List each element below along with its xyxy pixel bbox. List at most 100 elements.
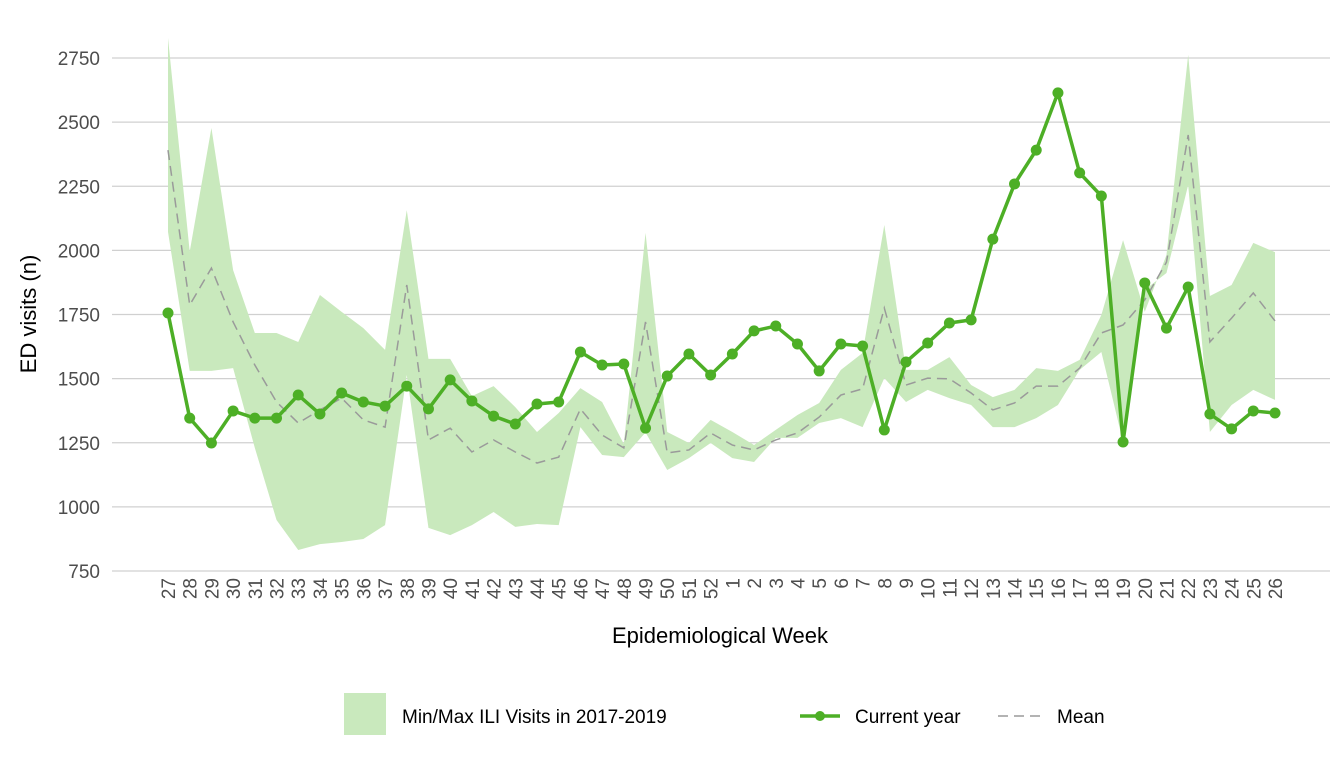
min-max-band (168, 37, 1275, 550)
x-tick-label: 9 (897, 578, 918, 589)
current-year-point (249, 412, 261, 424)
x-tick-label: 1 (723, 578, 744, 589)
x-tick-label: 28 (181, 578, 202, 599)
current-year-series (162, 87, 1281, 449)
y-tick-label: 750 (68, 562, 100, 583)
legend-current-marker (815, 711, 825, 721)
x-tick-label: 13 (984, 578, 1005, 599)
current-year-point (857, 340, 869, 352)
x-tick-label: 39 (419, 578, 440, 599)
current-year-point (878, 424, 890, 436)
y-axis-title: ED visits (n) (16, 255, 41, 374)
current-year-point (271, 412, 283, 424)
x-tick-label: 31 (246, 578, 267, 599)
x-tick-label: 45 (550, 578, 571, 599)
current-year-point (1117, 436, 1129, 448)
current-year-point (422, 403, 434, 415)
legend-band-label: Min/Max ILI Visits in 2017-2019 (402, 707, 667, 728)
x-tick-label: 6 (832, 578, 853, 589)
x-tick-label: 14 (1006, 578, 1027, 600)
current-year-point (705, 369, 717, 381)
x-tick-label: 12 (962, 578, 983, 599)
y-tick-label: 1250 (58, 434, 100, 455)
x-tick-label: 4 (788, 578, 809, 589)
current-year-point (531, 398, 543, 410)
x-tick-label: 43 (506, 578, 527, 599)
x-tick-label: 17 (1071, 578, 1092, 599)
x-tick-label: 48 (615, 578, 636, 599)
x-tick-label: 8 (875, 578, 896, 589)
current-year-point (1269, 407, 1281, 419)
current-year-point (336, 387, 348, 399)
x-tick-label: 44 (528, 578, 549, 600)
current-year-point (900, 356, 912, 368)
current-year-point (553, 396, 565, 408)
current-year-point (205, 437, 217, 449)
x-tick-label: 33 (289, 578, 310, 599)
x-tick-label: 16 (1049, 578, 1070, 599)
x-tick-label: 46 (571, 578, 592, 599)
current-year-point (1247, 405, 1259, 417)
x-tick-label: 40 (441, 578, 462, 599)
current-year-point (357, 396, 369, 408)
min-max-area (168, 37, 1275, 550)
x-tick-label: 5 (810, 578, 831, 589)
current-year-point (1160, 322, 1172, 334)
current-year-point (1226, 423, 1238, 435)
x-tick-label: 29 (202, 578, 223, 599)
current-year-point (466, 395, 478, 407)
x-tick-label: 18 (1092, 578, 1113, 599)
current-year-point (813, 365, 825, 377)
current-year-point (1030, 144, 1042, 156)
x-tick-label: 35 (333, 578, 354, 599)
x-tick-label: 36 (354, 578, 375, 599)
current-year-point (227, 405, 239, 417)
y-tick-label: 2750 (58, 49, 100, 70)
legend-current-label: Current year (855, 707, 961, 728)
current-year-point (401, 380, 413, 392)
x-tick-label: 25 (1244, 578, 1265, 599)
current-year-point (726, 348, 738, 360)
current-year-point (1009, 178, 1021, 190)
current-year-point (922, 337, 934, 349)
current-year-point (683, 348, 695, 360)
x-tick-label: 24 (1223, 578, 1244, 600)
current-year-point (184, 412, 196, 424)
y-tick-label: 2250 (58, 177, 100, 198)
x-tick-label: 22 (1179, 578, 1200, 599)
x-tick-label: 15 (1027, 578, 1048, 599)
current-year-line (166, 91, 1276, 445)
x-tick-label: 23 (1201, 578, 1222, 599)
current-year-point (1052, 87, 1064, 99)
x-tick-label: 41 (463, 578, 484, 599)
x-tick-label: 20 (1136, 578, 1157, 599)
x-tick-label: 7 (854, 578, 875, 589)
x-tick-label: 42 (485, 578, 506, 599)
current-year-point (488, 410, 500, 422)
x-tick-label: 47 (593, 578, 614, 599)
y-tick-label: 1500 (58, 370, 100, 391)
current-year-point (1095, 190, 1107, 202)
x-tick-label: 37 (376, 578, 397, 599)
current-year-point (596, 359, 608, 371)
x-tick-label: 30 (224, 578, 245, 599)
x-tick-label: 26 (1266, 578, 1287, 599)
legend-band-swatch (344, 693, 386, 735)
x-tick-labels: 27 28 29 30 31 32 33 34 35 36 37 38 39 40 41 42 43 44 45 46… (159, 578, 1287, 600)
current-year-point (618, 358, 630, 370)
x-tick-label: 51 (680, 578, 701, 599)
current-year-point (835, 338, 847, 350)
y-tick-label: 2500 (58, 113, 100, 134)
current-year-point (162, 307, 174, 319)
current-year-point (748, 325, 760, 337)
legend: Min/Max ILI Visits in 2017-2019 Current … (344, 693, 1105, 735)
current-year-point (292, 389, 304, 401)
y-tick-label: 1750 (58, 306, 100, 327)
current-year-point (1182, 281, 1194, 293)
x-tick-label: 2 (745, 578, 766, 589)
x-tick-label: 52 (702, 578, 723, 599)
current-year-point (987, 233, 999, 245)
current-year-point (379, 400, 391, 412)
current-year-point (661, 370, 673, 382)
